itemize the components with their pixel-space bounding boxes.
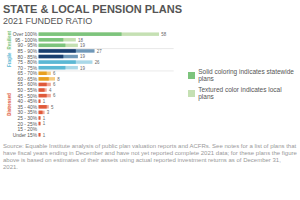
svg-text:1: 1	[43, 99, 46, 104]
svg-text:55 - 60%: 55 - 60%	[18, 82, 38, 87]
svg-text:6: 6	[53, 93, 56, 98]
svg-text:3: 3	[47, 110, 50, 115]
svg-text:45 - 50%: 45 - 50%	[18, 94, 38, 99]
html-text:Textured color indicates local: Textured color indicates local plans	[198, 86, 282, 101]
svg-text:60 - 65%: 60 - 65%	[18, 77, 38, 82]
svg-text:Distressed: Distressed	[7, 93, 12, 116]
svg-text:40 - 45%: 40 - 45%	[18, 99, 38, 104]
html-text:Source: Equable Institute anal: Source: Equable Institute analysis of pu…	[3, 142, 297, 170]
svg-text:75 - 80%: 75 - 80%	[18, 60, 38, 65]
svg-text:1: 1	[43, 133, 46, 138]
svg-text:30 - 35%: 30 - 35%	[18, 110, 38, 115]
svg-text:Fragile: Fragile	[7, 52, 12, 67]
svg-text:Resilient: Resilient	[7, 30, 12, 49]
svg-text:4: 4	[49, 88, 52, 93]
html-text:2021 FUNDED RATIO: 2021 FUNDED RATIO	[3, 16, 93, 26]
svg-text:5: 5	[51, 105, 54, 110]
svg-text:6: 6	[53, 71, 56, 76]
svg-text:25 - 30%: 25 - 30%	[18, 116, 38, 121]
svg-text:70 - 75%: 70 - 75%	[18, 66, 38, 71]
svg-text:26: 26	[95, 60, 100, 65]
svg-text:65 - 70%: 65 - 70%	[18, 71, 38, 76]
svg-text:35 - 40%: 35 - 40%	[18, 105, 38, 110]
svg-text:27: 27	[97, 49, 102, 54]
html-text:STATE & LOCAL PENSION PLANS: STATE & LOCAL PENSION PLANS	[3, 3, 183, 15]
svg-text:19: 19	[80, 66, 85, 71]
svg-text:1: 1	[43, 116, 46, 121]
svg-text:50 - 55%: 50 - 55%	[18, 88, 38, 93]
svg-text:Under 15%: Under 15%	[13, 133, 38, 138]
svg-text:58: 58	[161, 32, 166, 37]
svg-text:15 - 20%: 15 - 20%	[18, 127, 38, 132]
svg-text:19: 19	[80, 54, 85, 59]
svg-text:18: 18	[78, 38, 83, 43]
svg-text:20 - 25%: 20 - 25%	[18, 122, 38, 127]
svg-text:95 - 100%: 95 - 100%	[15, 38, 38, 43]
svg-text:85 - 90%: 85 - 90%	[18, 49, 38, 54]
svg-text:6: 6	[53, 82, 56, 87]
svg-text:90 - 95%: 90 - 95%	[18, 43, 38, 48]
svg-text:80 - 85%: 80 - 85%	[18, 55, 38, 60]
svg-text:1: 1	[43, 121, 46, 126]
svg-text:8: 8	[57, 77, 60, 82]
svg-text:Over 100%: Over 100%	[13, 32, 38, 37]
svg-text:19: 19	[80, 43, 85, 48]
html-text:Solid coloring indicates state: Solid coloring indicates statewide plans	[198, 68, 294, 83]
